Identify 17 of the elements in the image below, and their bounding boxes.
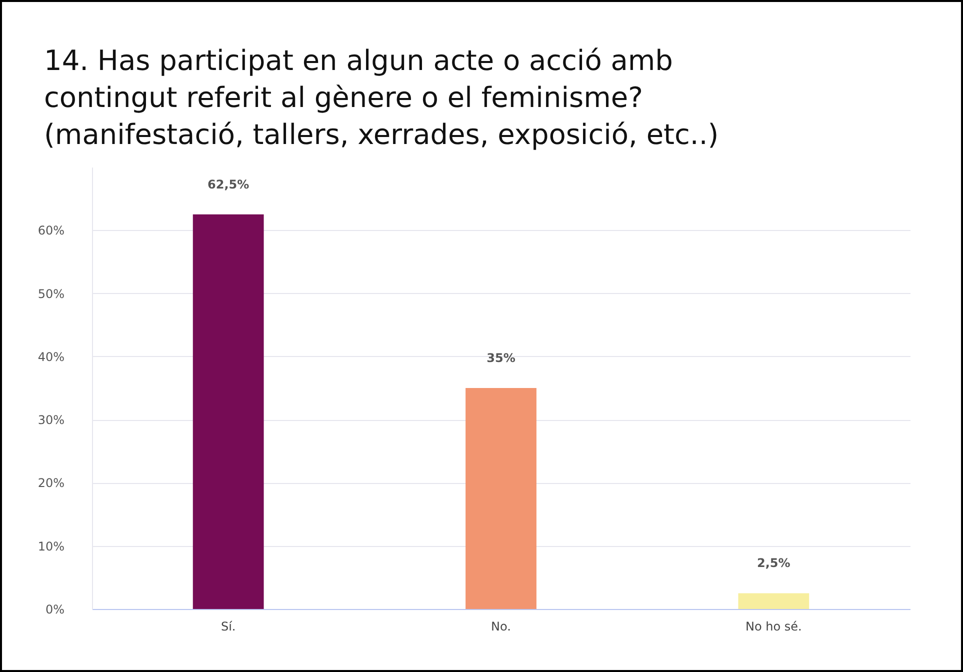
data-label: 2,5% xyxy=(757,556,790,570)
y-tick-label: 30% xyxy=(38,413,64,428)
y-tick-label: 60% xyxy=(38,224,64,238)
y-tick-label: 0% xyxy=(45,602,64,616)
bar xyxy=(192,214,264,609)
chart-title: 14. Has participat en algun acte o acció amb contingut referit al gènere o el feminisme? (manifestació, tallers, xerrades, exposició, etc..) xyxy=(44,43,720,153)
bar xyxy=(466,388,536,609)
x-tick-label: No ho sé. xyxy=(745,620,802,634)
y-tick-label: 10% xyxy=(38,539,64,554)
y-tick-label: 50% xyxy=(38,286,64,301)
y-tick-label: 40% xyxy=(38,350,64,364)
bar xyxy=(738,593,810,609)
x-tick-label: Sí. xyxy=(220,620,236,634)
x-tick-label: No. xyxy=(491,620,511,634)
y-tick-label: 20% xyxy=(38,476,64,490)
data-label: 35% xyxy=(486,351,516,365)
data-label: 62,5% xyxy=(208,177,250,192)
